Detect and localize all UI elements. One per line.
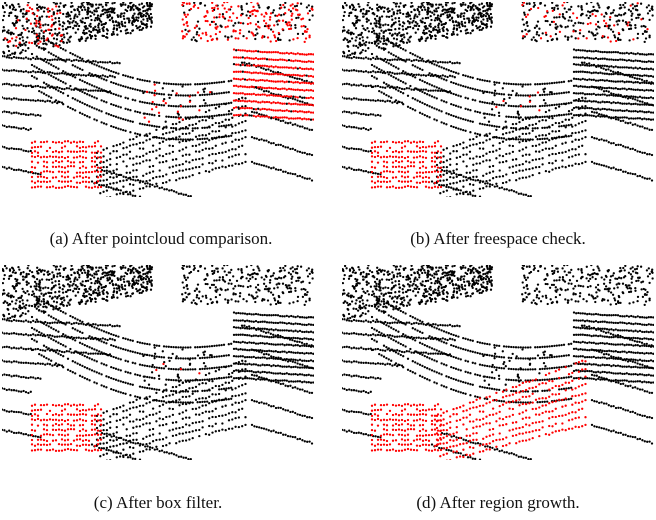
panel-c-pointcloud xyxy=(2,265,314,460)
caption-c: (c) After box filter. xyxy=(2,493,314,513)
panel-b-pointcloud xyxy=(342,2,654,197)
caption-d: (d) After region growth. xyxy=(342,493,654,513)
panel-a-pointcloud xyxy=(2,2,314,197)
pointcloud-plot-a xyxy=(2,2,314,197)
black-points xyxy=(342,2,654,197)
black-points xyxy=(2,2,314,197)
panel-d-pointcloud xyxy=(342,265,654,460)
pointcloud-plot-d xyxy=(342,265,654,460)
black-points xyxy=(2,265,314,460)
caption-b: (b) After freespace check. xyxy=(342,229,654,249)
caption-a: (a) After pointcloud comparison. xyxy=(2,229,320,249)
red-points xyxy=(31,363,201,452)
black-points xyxy=(342,265,654,460)
pointcloud-plot-b xyxy=(342,2,654,197)
pointcloud-plot-c xyxy=(2,265,314,460)
red-points xyxy=(371,360,587,460)
